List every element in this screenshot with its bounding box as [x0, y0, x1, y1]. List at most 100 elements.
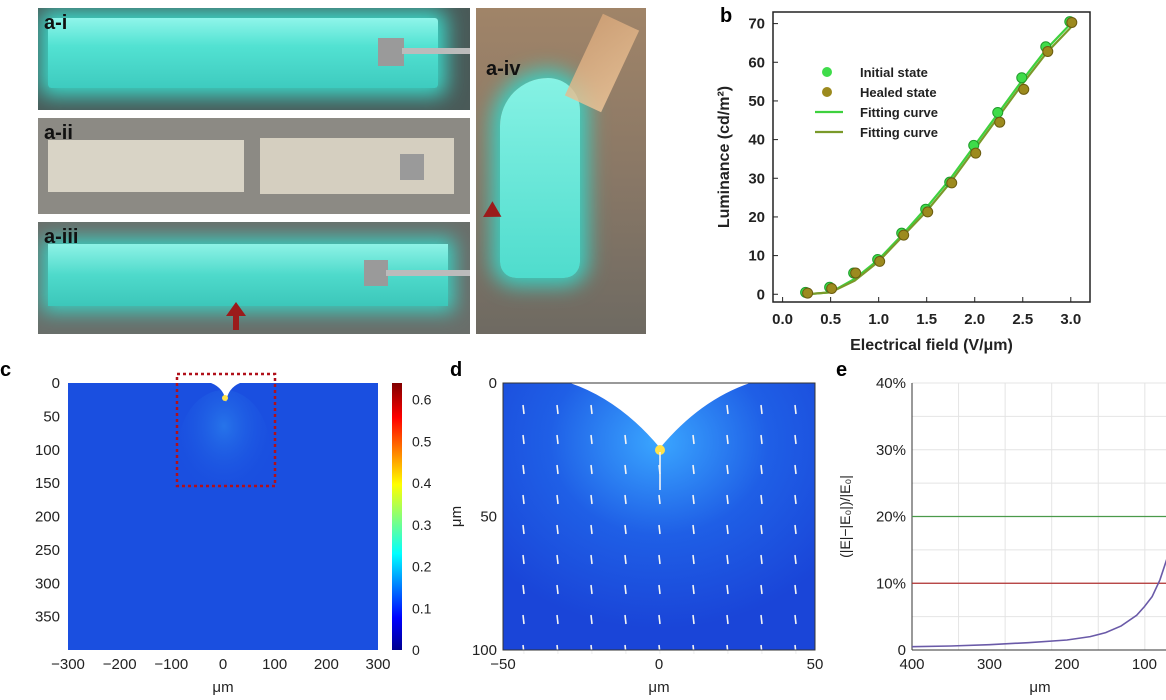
cut-strip-left: [48, 140, 244, 192]
x-tick-label-c: 200: [314, 656, 339, 673]
field-arrow: [556, 524, 559, 535]
field-arrow: [556, 614, 559, 625]
field-arrow: [522, 524, 525, 535]
y-tick-label-b: 30: [748, 170, 765, 187]
field-arrow: [760, 584, 763, 595]
panel-label-d: d: [450, 359, 462, 381]
field-arrow: [522, 584, 525, 595]
colorbar-tick-label: 0.6: [412, 392, 432, 408]
field-arrow: [522, 464, 525, 475]
field-arrow: [590, 524, 593, 535]
field-arrow: [522, 554, 525, 565]
sub-label-a-i: a-i: [44, 12, 68, 34]
y-tick-label-b: 60: [748, 54, 765, 71]
y-tick-label-e: 30%: [876, 442, 906, 459]
electrode-clip: [400, 154, 424, 180]
field-arrow: [624, 554, 627, 565]
notch-tip-d: [655, 445, 665, 455]
field-arrow: [658, 494, 661, 505]
field-arrow: [726, 464, 729, 475]
data-point: [850, 267, 862, 279]
legend-label: Fitting curve: [860, 125, 938, 140]
field-arrow: [794, 554, 797, 565]
field-arrow: [522, 614, 525, 625]
x-axis-label-b: Electrical field (V/μm): [850, 337, 1013, 354]
field-arrow: [794, 434, 797, 445]
field-arrow: [556, 404, 559, 415]
legend-marker: [822, 67, 832, 77]
field-arrow: [760, 464, 763, 475]
legend-label: Initial state: [860, 65, 928, 80]
field-arrow: [794, 464, 797, 475]
field-arrow: [590, 464, 593, 475]
x-tick-label-c: 100: [262, 656, 287, 673]
field-arrow: [590, 434, 593, 445]
field-arrow: [760, 614, 763, 625]
data-point: [992, 107, 1004, 119]
panel-label-e: e: [836, 359, 847, 381]
field-hotspot-c: [178, 390, 270, 510]
x-axis-label-c: μm: [212, 679, 233, 696]
field-arrow: [760, 494, 763, 505]
y-tick-label-d: 0: [489, 375, 497, 392]
x-tick-label-e: 200: [1054, 656, 1079, 673]
data-point: [922, 206, 934, 218]
chart-e: 0 10% 20% 30% 40% 400 300 200 100 μm (|E|−|E₀|)/|E…: [837, 375, 1166, 696]
x-tick-label-b: 1.5: [916, 311, 937, 328]
field-arrow: [726, 614, 729, 625]
field-arrow: [556, 434, 559, 445]
colorbar-tick-label: 0: [412, 642, 420, 658]
field-arrow: [522, 404, 525, 415]
red-arrow-icon: [226, 302, 246, 316]
sub-label-a-ii: a-ii: [44, 122, 73, 144]
x-tick-label-b: 2.0: [964, 311, 985, 328]
y-tick-label-e: 20%: [876, 509, 906, 526]
y-tick-label-e: 0: [898, 642, 906, 659]
field-arrow: [726, 404, 729, 415]
x-axis-label-d: μm: [648, 679, 669, 696]
y-tick-label-b: 70: [748, 16, 765, 33]
colorbar-tick-label: 0.1: [412, 600, 432, 616]
y-tick-label-c: 0: [52, 375, 60, 392]
y-tick-label-c: 100: [35, 442, 60, 459]
field-arrow: [590, 584, 593, 595]
sub-label-a-iii: a-iii: [44, 226, 79, 248]
data-point: [970, 147, 982, 159]
field-arrow: [590, 614, 593, 625]
x-tick-label-e: 400: [899, 656, 924, 673]
field-arrow: [726, 554, 729, 565]
field-arrow: [726, 494, 729, 505]
y-tick-label-e: 10%: [876, 575, 906, 592]
x-tick-label-b: 1.0: [868, 311, 889, 328]
x-tick-label-b: 0.5: [820, 311, 841, 328]
legend-label: Healed state: [860, 85, 937, 100]
data-point: [826, 282, 838, 294]
x-tick-label-d: 0: [655, 656, 663, 673]
x-tick-label-c: −200: [103, 656, 137, 673]
x-tick-label-c: −100: [154, 656, 188, 673]
x-tick-label-b: 0.0: [772, 311, 793, 328]
field-arrow: [624, 584, 627, 595]
photo-a-iv: a-iv: [476, 8, 646, 334]
chart-d: −50 0 50 0 50 100 μm μm: [448, 375, 823, 696]
x-tick-label-c: −300: [51, 656, 85, 673]
colorbar-tick-label: 0.4: [412, 475, 432, 491]
plot-frame-d: [502, 382, 816, 651]
y-tick-label-c: 50: [43, 408, 60, 425]
sub-label-a-iv: a-iv: [486, 58, 521, 80]
x-axis-label-e: μm: [1029, 679, 1050, 696]
field-arrow: [624, 434, 627, 445]
photo-a-i: a-i: [38, 8, 470, 110]
x-tick-label-e: 100: [1132, 656, 1157, 673]
y-axis-label-d: μm: [448, 506, 465, 527]
plot-frame-b: [772, 11, 1091, 303]
field-arrow: [692, 614, 695, 625]
y-tick-label-e: 40%: [876, 375, 906, 392]
field-arrow: [692, 524, 695, 535]
y-tick-label-c: 350: [35, 609, 60, 626]
fit-curve-line: [806, 22, 1072, 296]
data-point: [946, 177, 958, 189]
y-axis-label-b: Luminance (cd/m²): [716, 86, 733, 228]
field-arrow: [658, 614, 661, 625]
field-arrow: [522, 434, 525, 445]
